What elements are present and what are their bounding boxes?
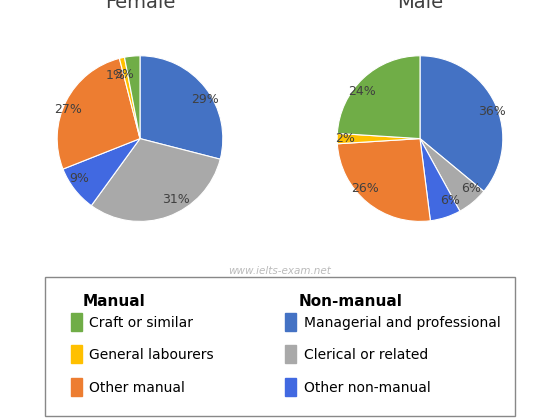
Text: Craft or similar: Craft or similar [90, 316, 194, 330]
Wedge shape [63, 139, 140, 206]
Text: 24%: 24% [348, 85, 376, 98]
Text: 6%: 6% [461, 182, 481, 195]
Bar [284, 345, 296, 363]
Text: Managerial and professional: Managerial and professional [304, 316, 500, 330]
Text: 36%: 36% [478, 105, 506, 118]
Bar [284, 378, 296, 396]
Wedge shape [124, 56, 140, 139]
FancyBboxPatch shape [45, 277, 515, 416]
Text: 9%: 9% [69, 172, 89, 185]
Wedge shape [420, 139, 484, 211]
Bar [71, 313, 82, 331]
Wedge shape [420, 139, 460, 221]
Bar [284, 313, 296, 331]
Title: Female: Female [105, 0, 175, 13]
Wedge shape [420, 56, 503, 192]
Text: Clerical or related: Clerical or related [304, 348, 428, 362]
Text: 26%: 26% [351, 182, 379, 195]
Wedge shape [91, 139, 220, 221]
Wedge shape [337, 56, 420, 139]
Wedge shape [57, 58, 140, 169]
Bar [71, 378, 82, 396]
Text: 6%: 6% [440, 194, 460, 207]
Text: General labourers: General labourers [90, 348, 214, 362]
Text: 31%: 31% [162, 193, 190, 206]
Text: 1%: 1% [106, 69, 126, 82]
Text: 27%: 27% [54, 103, 82, 116]
Title: Male: Male [397, 0, 443, 13]
Text: 2%: 2% [335, 132, 356, 145]
Text: 3%: 3% [114, 68, 134, 81]
Text: Non-manual: Non-manual [299, 294, 403, 309]
Text: Manual: Manual [82, 294, 145, 309]
Wedge shape [337, 139, 431, 221]
Bar [71, 345, 82, 363]
Wedge shape [140, 56, 223, 159]
Wedge shape [119, 57, 140, 139]
Text: www.ielts-exam.net: www.ielts-exam.net [228, 266, 332, 276]
Text: 29%: 29% [191, 92, 219, 105]
Text: Other non-manual: Other non-manual [304, 381, 430, 395]
Wedge shape [337, 134, 420, 144]
Text: Other manual: Other manual [90, 381, 185, 395]
